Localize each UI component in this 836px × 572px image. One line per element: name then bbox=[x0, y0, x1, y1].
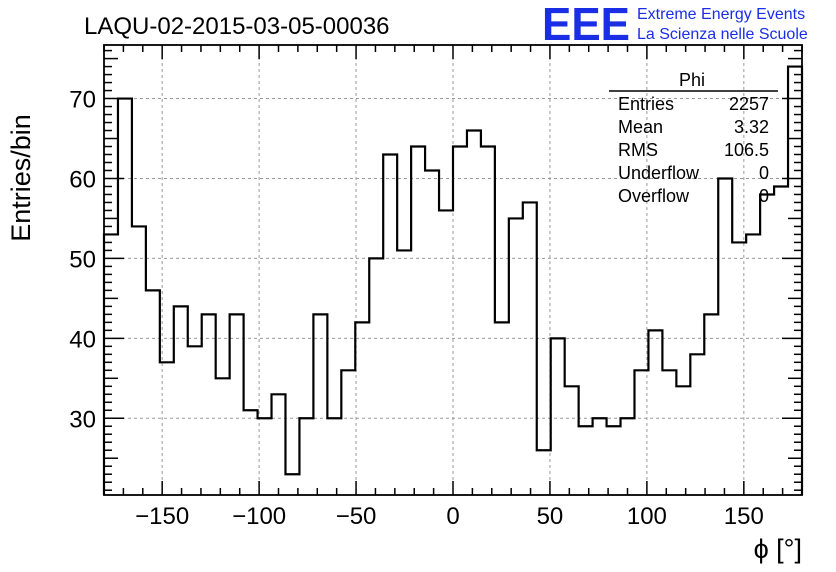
stats-rms-label: RMS bbox=[618, 140, 658, 160]
stats-underflow-label: Underflow bbox=[618, 163, 700, 183]
stats-box: Phi Entries 2257 Mean 3.32 RMS 106.5 Und… bbox=[609, 70, 778, 206]
x-axis-label: ϕ [°] bbox=[754, 534, 802, 564]
stats-mean-value: 3.32 bbox=[734, 117, 769, 137]
stats-entries-value: 2257 bbox=[729, 94, 769, 114]
y-tick-label: 70 bbox=[69, 87, 96, 114]
x-tick-label: 150 bbox=[724, 503, 764, 530]
x-tick-label: 0 bbox=[446, 503, 459, 530]
stats-overflow-value: 0 bbox=[759, 186, 769, 206]
x-tick-label: −50 bbox=[336, 503, 377, 530]
x-axis-ticks: −150 −100 −50 0 50 100 150 bbox=[103, 45, 803, 530]
y-tick-label: 60 bbox=[69, 166, 96, 193]
chart-title: LAQU-02-2015-03-05-00036 bbox=[84, 13, 390, 40]
y-axis-ticks: 30 40 50 60 70 bbox=[69, 49, 802, 491]
logo-line-1: Extreme Energy Events bbox=[637, 6, 805, 23]
x-tick-label: 100 bbox=[627, 503, 667, 530]
logo-line-2: La Scienza nelle Scuole bbox=[637, 26, 808, 43]
y-tick-label: 50 bbox=[69, 246, 96, 273]
y-tick-label: 30 bbox=[69, 406, 96, 433]
y-axis-label: Entries/bin bbox=[6, 114, 36, 242]
grid-lines bbox=[104, 45, 802, 495]
stats-underflow-value: 0 bbox=[759, 163, 769, 183]
x-tick-label: 50 bbox=[537, 503, 564, 530]
stats-overflow-label: Overflow bbox=[618, 186, 690, 206]
stats-entries-label: Entries bbox=[618, 94, 674, 114]
logo-mark: EEE bbox=[542, 0, 630, 50]
x-tick-label: −100 bbox=[232, 503, 286, 530]
x-tick-label: −150 bbox=[135, 503, 189, 530]
y-tick-label: 40 bbox=[69, 326, 96, 353]
histogram-series-line bbox=[102, 65, 804, 495]
stats-rms-value: 106.5 bbox=[724, 140, 769, 160]
stats-mean-label: Mean bbox=[618, 117, 663, 137]
stats-box-title: Phi bbox=[679, 70, 705, 90]
eee-logo: EEE Extreme Energy Events La Scienza nel… bbox=[542, 0, 808, 50]
